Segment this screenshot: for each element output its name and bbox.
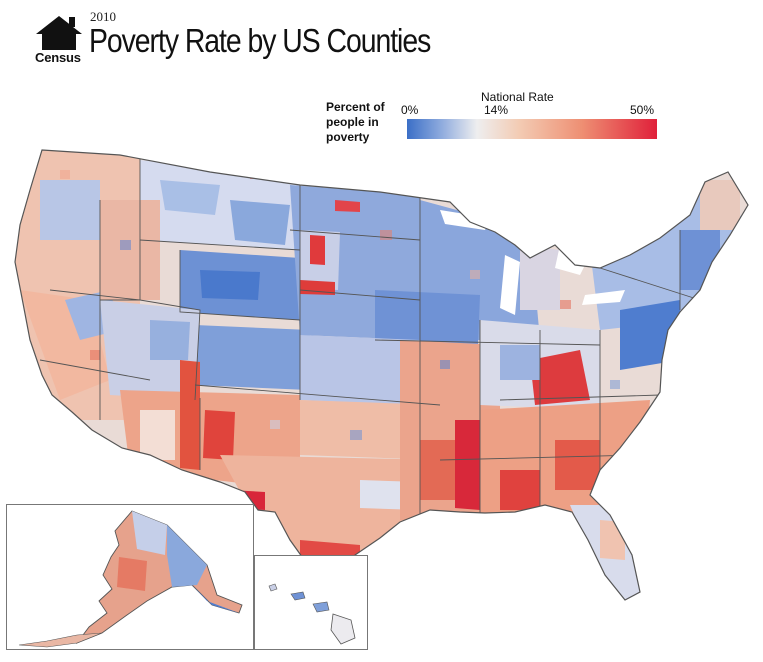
hawaii-map bbox=[268, 583, 356, 645]
census-logo: Census bbox=[33, 14, 85, 65]
alaska-map bbox=[18, 510, 243, 648]
legend-title: Percent of people in poverty bbox=[326, 100, 385, 144]
legend-national-value: 14% bbox=[484, 103, 509, 117]
hawaii-inset bbox=[254, 555, 368, 650]
logo-text: Census bbox=[35, 50, 81, 65]
alaska-inset bbox=[6, 504, 254, 650]
legend-max-label: 50% bbox=[630, 103, 655, 117]
legend-color-scale bbox=[407, 119, 657, 139]
legend-min-label: 0% bbox=[401, 103, 419, 117]
house-icon bbox=[36, 16, 82, 50]
legend-national-label: National Rate bbox=[481, 90, 554, 104]
year-label: 2010 bbox=[90, 9, 116, 24]
page-title: Poverty Rate by US Counties bbox=[89, 22, 431, 59]
